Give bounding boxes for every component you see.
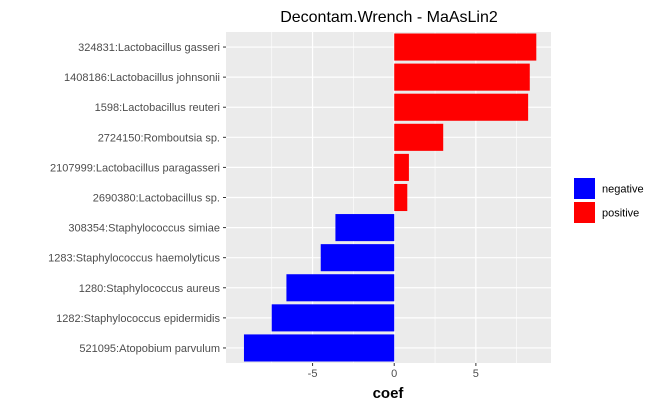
bar-0	[394, 33, 537, 61]
bar-7	[320, 244, 395, 272]
y-tick-label-1: 1408186:Lactobacillus johnsonii	[64, 72, 220, 84]
y-tick-label-3: 2724150:Romboutsia sp.	[98, 132, 220, 144]
bar-1	[394, 63, 530, 91]
x-tick-label-1: 0	[391, 368, 397, 380]
bar-8	[286, 274, 395, 302]
legend-label-positive: positive	[602, 208, 639, 220]
x-tick-label-2: 5	[473, 368, 479, 380]
y-tick-label-5: 2690380:Lactobacillus sp.	[93, 193, 220, 205]
y-tick-label-7: 1283:Staphylococcus haemolyticus	[48, 253, 220, 265]
y-tick-label-4: 2107999:Lactobacillus paragasseri	[50, 162, 220, 174]
x-axis: -5 0 5	[308, 363, 479, 380]
y-tick-label-8: 1280:Staphylococcus aureus	[79, 283, 221, 295]
y-tick-label-0: 324831:Lactobacillus gasseri	[78, 42, 220, 54]
bar-10	[243, 334, 395, 362]
bar-2	[394, 93, 529, 121]
x-tick-label-0: -5	[308, 368, 318, 380]
y-axis: 324831:Lactobacillus gasseri 1408186:Lact…	[48, 42, 226, 355]
y-tick-label-6: 308354:Staphylococcus simiae	[68, 223, 220, 235]
legend-key-positive	[574, 202, 595, 223]
bar-5	[394, 183, 408, 212]
legend-label-negative: negative	[602, 184, 644, 196]
y-tick-label-2: 1598:Lactobacillus reuteri	[95, 102, 220, 114]
bar-3	[394, 123, 444, 151]
bar-6	[335, 214, 395, 242]
legend-key-negative	[574, 178, 595, 199]
bar-9	[271, 304, 395, 332]
legend: negative positive	[574, 178, 644, 223]
y-tick-label-10: 521095:Atopobium parvulum	[79, 343, 220, 355]
y-tick-label-9: 1282:Staphylococcus epidermidis	[56, 313, 220, 325]
bars	[243, 33, 537, 362]
x-axis-title: coef	[373, 385, 405, 402]
chart-title: Decontam.Wrench - MaAsLin2	[280, 9, 498, 26]
bar-4	[394, 153, 409, 181]
